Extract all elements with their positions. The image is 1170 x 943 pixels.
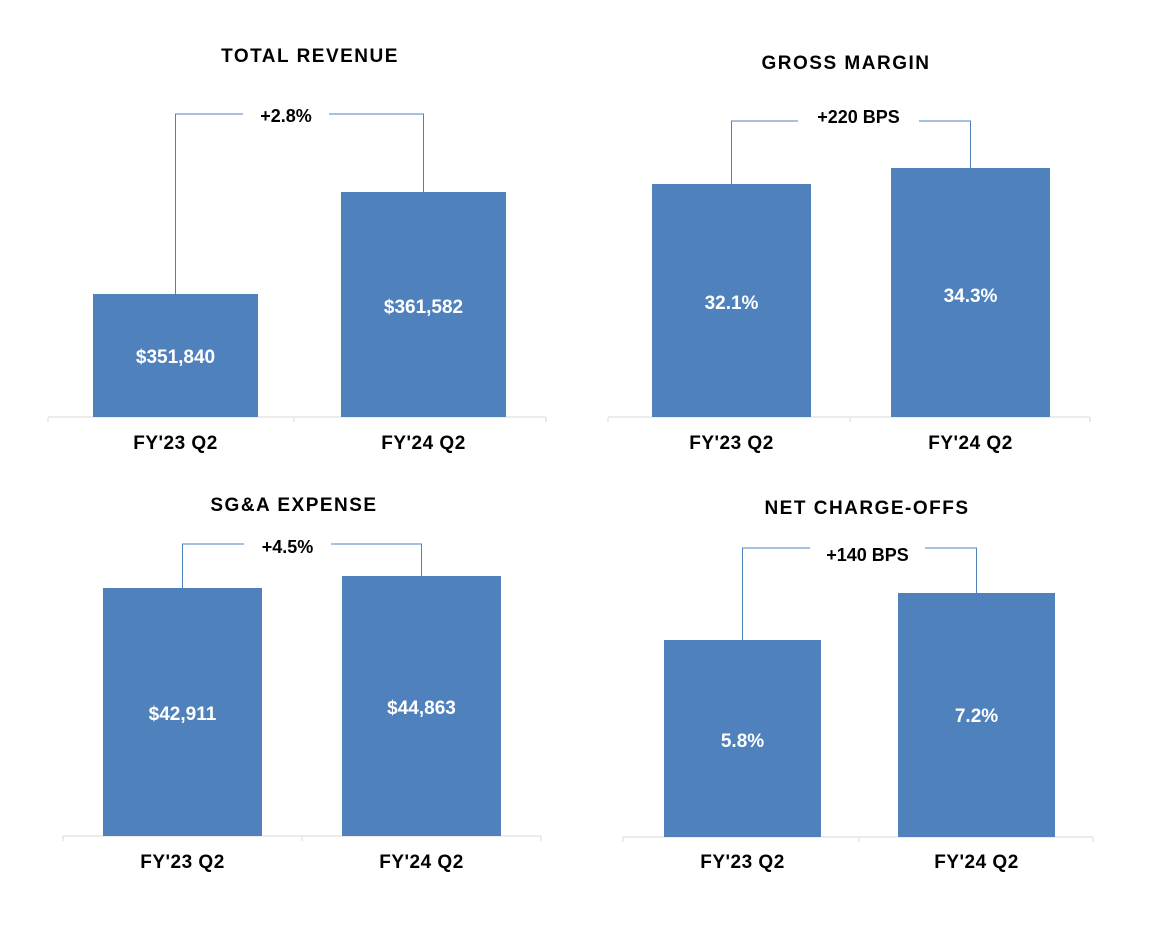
chart-title: NET CHARGE-OFFS	[764, 498, 969, 519]
change-label: +140 BPS	[826, 545, 909, 565]
bar-value-label: 32.1%	[705, 293, 759, 314]
chart-title: TOTAL REVENUE	[221, 46, 399, 67]
change-label: +220 BPS	[817, 107, 900, 127]
bar-1	[664, 640, 821, 837]
category-label: FY'23 Q2	[700, 852, 785, 873]
change-label: +2.8%	[260, 106, 312, 126]
category-label: FY'23 Q2	[140, 852, 225, 873]
chart-panel-1: TOTAL REVENUE $351,840 FY'23 Q2 $361,582 FY'…	[47, 46, 547, 454]
change-bracket-right	[329, 113, 424, 192]
bar-value-label: 5.8%	[721, 731, 764, 752]
change-bracket-right	[919, 120, 971, 168]
category-label: FY'23 Q2	[689, 433, 774, 454]
bar-2	[342, 576, 501, 836]
chart-title: GROSS MARGIN	[762, 53, 931, 74]
bar-2	[341, 192, 506, 417]
bar-1	[652, 184, 811, 417]
category-label: FY'24 Q2	[381, 433, 466, 454]
bar-1	[93, 294, 258, 417]
category-label: FY'24 Q2	[379, 852, 464, 873]
change-bracket-left	[182, 543, 244, 588]
bar-value-label: 7.2%	[955, 706, 998, 727]
bar-value-label: $361,582	[384, 297, 463, 318]
change-bracket-right	[925, 547, 977, 593]
change-bracket-left	[175, 113, 243, 294]
bar-1	[103, 588, 262, 836]
bar-value-label: $44,863	[387, 698, 456, 719]
bar-2	[891, 168, 1050, 417]
change-label: +4.5%	[262, 537, 314, 557]
bar-value-label: $42,911	[149, 704, 217, 725]
chart-title: SG&A EXPENSE	[210, 495, 377, 516]
category-label: FY'24 Q2	[928, 433, 1013, 454]
chart-panel-4: NET CHARGE-OFFS 5.8% FY'23 Q2 7.2% FY'24 Q2 +…	[622, 498, 1094, 873]
change-bracket-right	[331, 543, 422, 576]
bar-value-label: $351,840	[136, 347, 215, 368]
bar-value-label: 34.3%	[944, 286, 998, 307]
chart-panel-3: SG&A EXPENSE $42,911 FY'23 Q2 $44,863 FY'24 …	[62, 495, 542, 873]
change-bracket-left	[742, 547, 810, 640]
change-bracket-left	[731, 120, 798, 184]
chart-panel-2: GROSS MARGIN 32.1% FY'23 Q2 34.3% FY'24 Q2 +2…	[607, 53, 1091, 454]
category-label: FY'23 Q2	[133, 433, 218, 454]
category-label: FY'24 Q2	[934, 852, 1019, 873]
bar-2	[898, 593, 1055, 837]
